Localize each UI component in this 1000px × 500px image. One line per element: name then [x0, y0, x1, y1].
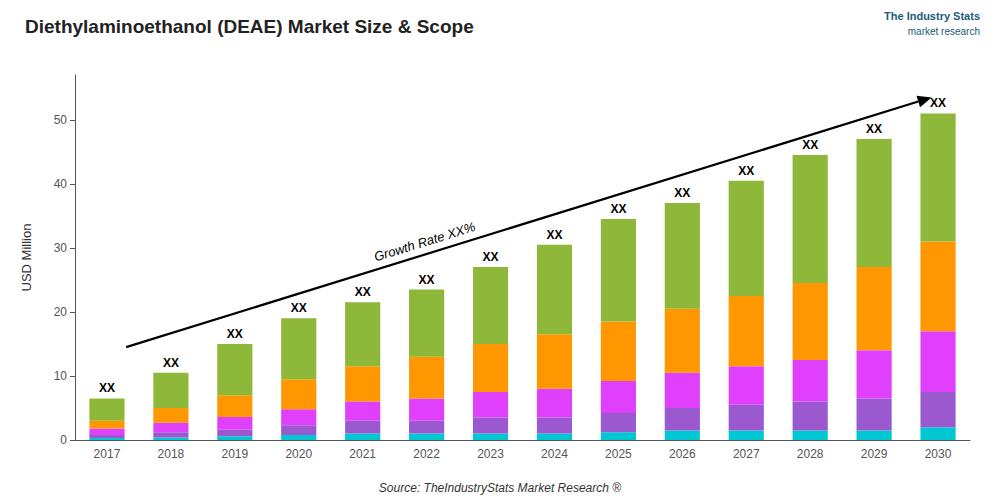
svg-text:XX: XX — [930, 96, 946, 110]
svg-text:XX: XX — [419, 273, 435, 287]
svg-text:XX: XX — [738, 164, 754, 178]
svg-text:XX: XX — [291, 301, 307, 315]
svg-text:XX: XX — [483, 250, 499, 264]
svg-text:2019: 2019 — [221, 447, 248, 461]
svg-text:Growth Rate XX%: Growth Rate XX% — [372, 219, 477, 265]
svg-text:2028: 2028 — [797, 447, 824, 461]
svg-text:2020: 2020 — [285, 447, 312, 461]
svg-text:XX: XX — [610, 202, 626, 216]
svg-text:10: 10 — [54, 369, 68, 383]
svg-text:2022: 2022 — [413, 447, 440, 461]
svg-text:2027: 2027 — [733, 447, 760, 461]
svg-text:2029: 2029 — [861, 447, 888, 461]
svg-text:2021: 2021 — [349, 447, 376, 461]
svg-text:2030: 2030 — [925, 447, 952, 461]
svg-text:XX: XX — [163, 356, 179, 370]
svg-text:2023: 2023 — [477, 447, 504, 461]
svg-text:2018: 2018 — [158, 447, 185, 461]
svg-text:50: 50 — [54, 113, 68, 127]
svg-text:market research: market research — [908, 26, 980, 37]
svg-text:XX: XX — [802, 138, 818, 152]
svg-text:XX: XX — [546, 228, 562, 242]
svg-text:Diethylaminoethanol (DEAE) Mar: Diethylaminoethanol (DEAE) Market Size &… — [25, 16, 474, 37]
svg-text:XX: XX — [227, 327, 243, 341]
svg-text:40: 40 — [54, 177, 68, 191]
svg-text:2017: 2017 — [94, 447, 121, 461]
svg-text:XX: XX — [355, 285, 371, 299]
svg-text:USD Million: USD Million — [19, 224, 34, 292]
svg-text:XX: XX — [674, 186, 690, 200]
svg-text:20: 20 — [54, 305, 68, 319]
svg-text:The Industry Stats: The Industry Stats — [884, 10, 980, 22]
svg-text:XX: XX — [99, 381, 115, 395]
svg-text:2026: 2026 — [669, 447, 696, 461]
svg-text:30: 30 — [54, 241, 68, 255]
svg-text:2024: 2024 — [541, 447, 568, 461]
svg-text:0: 0 — [60, 433, 67, 447]
svg-text:2025: 2025 — [605, 447, 632, 461]
svg-text:Source: TheIndustryStats Marke: Source: TheIndustryStats Market Research… — [379, 481, 621, 495]
svg-text:XX: XX — [866, 122, 882, 136]
